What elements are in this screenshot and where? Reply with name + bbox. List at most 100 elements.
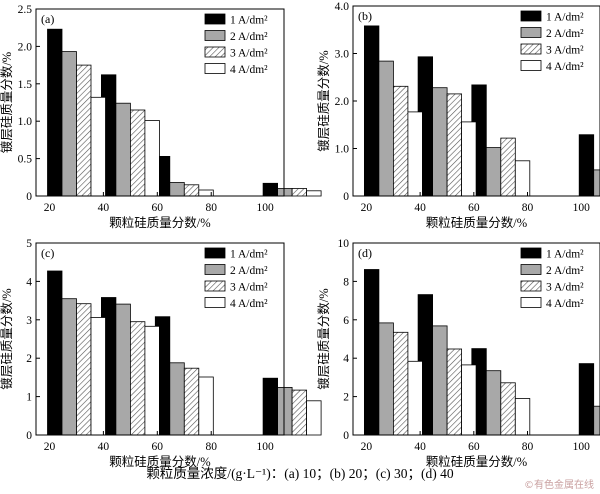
bar — [461, 364, 477, 436]
legend: 1 A/dm² 2 A/dm² 3 A/dm² 4 A/dm² — [204, 13, 268, 76]
bar — [47, 270, 63, 436]
x-tick-label: 20 — [44, 202, 56, 214]
legend-label: 3 A/dm² — [546, 282, 584, 294]
legend: 1 A/dm² 2 A/dm² 3 A/dm² 4 A/dm² — [520, 247, 584, 310]
bar — [277, 386, 293, 436]
legend-label: 3 A/dm² — [230, 48, 268, 60]
x-axis-title: 颗粒硅质量分数/% — [109, 454, 210, 469]
bar — [129, 109, 146, 197]
bar — [446, 93, 463, 197]
legend-swatch — [204, 247, 226, 259]
legend-swatch — [520, 60, 542, 71]
x-tick-label: 80 — [522, 441, 534, 453]
legend-label: 1 A/dm² — [546, 12, 584, 24]
bar — [76, 303, 92, 436]
x-tick-label: 60 — [468, 441, 480, 453]
bar — [432, 87, 448, 197]
bar — [291, 389, 308, 436]
legend-swatch — [520, 247, 542, 259]
bar — [115, 303, 131, 436]
panel-label: (a) — [41, 12, 54, 26]
legend-label: 2 A/dm² — [230, 31, 268, 43]
legend-swatch — [520, 43, 542, 55]
legend-swatch — [204, 63, 226, 74]
plot-frame — [35, 8, 285, 197]
plot-frame — [35, 242, 285, 436]
y-tick-label: 1 — [26, 392, 32, 404]
bar — [485, 147, 502, 197]
x-tick-label: 40 — [414, 441, 426, 453]
x-tick-label: 20 — [361, 441, 373, 453]
y-tick-label: 2 — [343, 392, 349, 404]
y-tick-label: 4 — [343, 353, 349, 365]
legend-label: 3 A/dm² — [230, 282, 268, 294]
bar — [593, 169, 600, 197]
bar — [514, 398, 531, 436]
x-axis-title: 颗粒硅质量分数/% — [426, 215, 527, 230]
y-tick-label: 0 — [343, 430, 349, 442]
bar — [90, 96, 106, 197]
x-tick-label: 80 — [522, 202, 534, 214]
x-tick-label: 20 — [44, 441, 56, 453]
bar — [277, 188, 293, 197]
bar — [90, 317, 106, 436]
legend-swatch — [520, 280, 542, 292]
bar — [378, 60, 394, 197]
x-tick-label: 100 — [257, 441, 275, 453]
legend-swatch — [204, 30, 226, 41]
y-tick-label: 1.0 — [18, 116, 33, 128]
legend-label: 2 A/dm² — [230, 265, 268, 277]
legend-label: 1 A/dm² — [230, 15, 268, 27]
x-tick-label: 60 — [468, 202, 480, 214]
legend-label: 1 A/dm² — [546, 249, 584, 261]
bar — [407, 360, 423, 436]
legend-label: 1 A/dm² — [230, 249, 268, 261]
legend-swatch — [520, 10, 542, 22]
chart-panel-b: 0 1.0 2.0 3.0 4.0 20 40 60 80 100 (b) 颗粒硅质量分数/% 镀层硅质… — [316, 1, 600, 230]
bar — [407, 111, 423, 197]
y-tick-label: 2.0 — [335, 96, 350, 108]
x-tick-label: 60 — [152, 441, 164, 453]
bar — [129, 321, 146, 436]
bar — [578, 363, 595, 436]
bar — [144, 325, 160, 436]
bar — [76, 64, 92, 197]
legend-swatch — [520, 264, 542, 275]
y-tick-label: 0 — [26, 191, 32, 203]
bar — [61, 298, 77, 436]
chart-panel-c: 0 1 2 3 4 5 20 40 60 80 100 (c) 颗粒硅质量分数/% 镀层硅质量分数/% 1 … — [0, 238, 322, 469]
bar — [363, 269, 380, 436]
legend-swatch — [520, 297, 542, 308]
bar — [144, 120, 160, 197]
x-tick-label: 100 — [573, 441, 591, 453]
bar — [461, 121, 477, 197]
y-tick-label: 4 — [26, 276, 32, 288]
bar — [392, 331, 409, 436]
legend-label: 4 A/dm² — [230, 298, 268, 310]
bar — [392, 85, 409, 197]
bar — [378, 322, 394, 436]
bar — [61, 51, 77, 197]
plot-frame — [352, 242, 600, 436]
bar — [47, 28, 63, 197]
x-tick-label: 40 — [98, 202, 110, 214]
bar — [500, 382, 516, 436]
bar — [432, 325, 448, 436]
figure-caption: 颗粒质量浓度/(g·L⁻¹)：(a) 10；(b) 20；(c) 30；(d) … — [146, 466, 454, 481]
x-tick-label: 100 — [573, 202, 591, 214]
legend-swatch — [204, 280, 226, 292]
legend-swatch — [204, 13, 226, 25]
x-axis-title: 颗粒硅质量分数/% — [109, 215, 210, 230]
chart-panel-d: 0 2 4 6 8 10 20 40 60 80 100 (d) 颗粒硅质量分数/% 镀层硅质量分数/% 1… — [316, 238, 600, 469]
y-tick-label: 3.0 — [335, 49, 350, 61]
panel-label: (b) — [358, 9, 372, 23]
bar — [593, 405, 600, 436]
chart-panels: 00.51.01.52.02.520 40 60 80 100(a)颗粒硅质量分数/%镀… — [0, 1, 600, 469]
x-tick-label: 80 — [205, 202, 217, 214]
legend-swatch — [204, 297, 226, 308]
y-tick-label: 2.5 — [18, 4, 33, 16]
y-axis-title: 镀层硅质量分数/% — [0, 52, 14, 153]
y-tick-label: 0.5 — [18, 154, 33, 166]
legend-swatch — [204, 46, 226, 58]
